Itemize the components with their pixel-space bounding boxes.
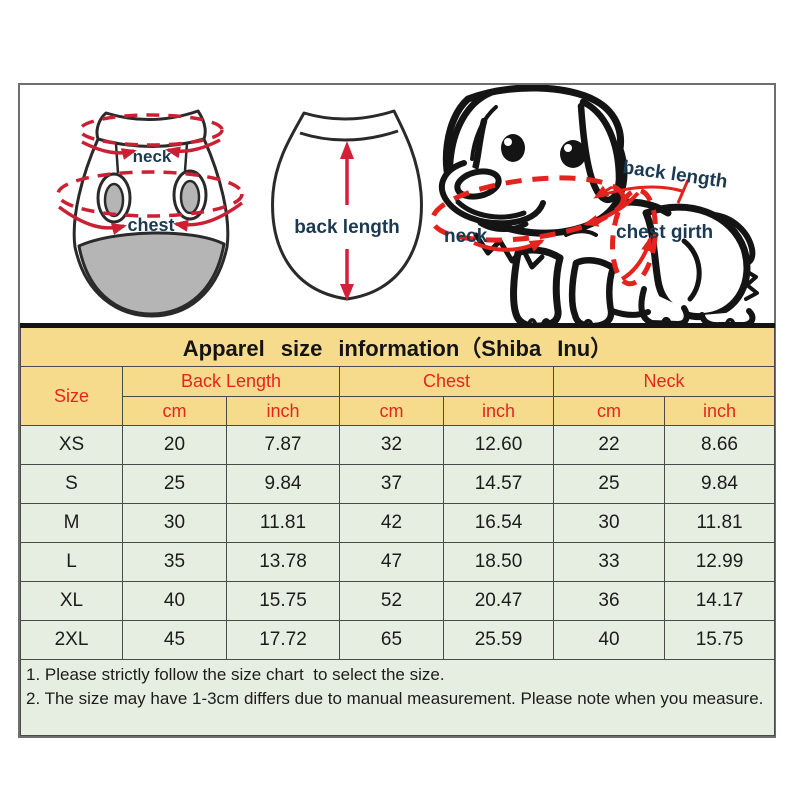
vest-front-measure-arrows	[56, 113, 244, 235]
value-cell: 11.81	[226, 503, 340, 543]
vest-front-outline	[72, 109, 230, 318]
size-cell: 2XL	[20, 620, 123, 660]
value-cell: 20.47	[443, 581, 554, 621]
value-cell: 14.17	[663, 581, 776, 621]
value-cell: 32	[339, 425, 444, 465]
value-cell: 11.81	[663, 503, 776, 543]
table-notes-row: 1. Please strictly follow the size chart…	[19, 659, 776, 736]
table-title: Apparel size information（Shiba Inu）	[19, 325, 776, 367]
note-2: 2. The size may have 1-3cm differs due t…	[26, 689, 764, 708]
unit-header: inch	[663, 396, 776, 426]
value-cell: 9.84	[663, 464, 776, 504]
unit-header: cm	[122, 396, 227, 426]
unit-header: inch	[443, 396, 554, 426]
value-cell: 35	[122, 542, 227, 582]
value-cell: 15.75	[226, 581, 340, 621]
vest-neck-label: neck	[133, 147, 172, 166]
table-group-header-row: Size Back Length Chest Neck	[20, 366, 776, 426]
unit-header: cm	[553, 396, 665, 426]
table-title-row: Apparel size information（Shiba Inu）	[19, 325, 776, 367]
value-cell: 22	[553, 425, 665, 465]
unit-header: inch	[226, 396, 340, 426]
col-header-size: Size	[20, 366, 123, 426]
size-cell: XL	[20, 581, 123, 621]
value-cell: 9.84	[226, 464, 340, 504]
value-cell: 12.99	[663, 542, 776, 582]
dog-chest-girth-label: chest girth	[616, 222, 713, 243]
vest-back-length-label: back length	[294, 217, 400, 238]
value-cell: 16.54	[443, 503, 554, 543]
value-cell: 13.78	[226, 542, 340, 582]
value-cell: 8.66	[663, 425, 776, 465]
value-cell: 30	[553, 503, 665, 543]
col-group-back-length: Back Length	[122, 366, 340, 397]
value-cell: 40	[553, 620, 665, 660]
value-cell: 25.59	[443, 620, 554, 660]
note-1: 1. Please strictly follow the size chart…	[26, 665, 445, 684]
vest-front-diagram: neck chest	[56, 109, 244, 318]
value-cell: 47	[339, 542, 444, 582]
value-cell: 45	[122, 620, 227, 660]
value-cell: 12.60	[443, 425, 554, 465]
size-cell: XS	[20, 425, 123, 465]
dog-outline	[438, 85, 759, 325]
dog-diagram: neck back length chest girth	[430, 85, 759, 325]
table-row: L 35 13.78 47 18.50 33 12.99	[20, 542, 776, 582]
notes-cell: 1. Please strictly follow the size chart…	[19, 659, 776, 736]
table-row: XL 40 15.75 52 20.47 36 14.17	[20, 581, 776, 621]
value-cell: 36	[553, 581, 665, 621]
size-cell: M	[20, 503, 123, 543]
value-cell: 14.57	[443, 464, 554, 504]
value-cell: 40	[122, 581, 227, 621]
size-table: Apparel size information（Shiba Inu） Size…	[19, 323, 776, 736]
value-cell: 33	[553, 542, 665, 582]
table-row: M 30 11.81 42 16.54 30 11.81	[20, 503, 776, 543]
value-cell: 15.75	[663, 620, 776, 660]
dog-measure-arrows	[430, 175, 690, 287]
value-cell: 17.72	[226, 620, 340, 660]
unit-header: cm	[339, 396, 444, 426]
table-row: XS 20 7.87 32 12.60 22 8.66	[20, 425, 776, 465]
size-chart-panel: neck chest back length	[18, 83, 776, 738]
table-row: S 25 9.84 37 14.57 25 9.84	[20, 464, 776, 504]
value-cell: 37	[339, 464, 444, 504]
back-length-arrow	[340, 141, 354, 301]
table-row: 2XL 45 17.72 65 25.59 40 15.75	[20, 620, 776, 660]
value-cell: 18.50	[443, 542, 554, 582]
col-group-neck: Neck	[552, 366, 776, 397]
value-cell: 20	[122, 425, 227, 465]
value-cell: 25	[122, 464, 227, 504]
value-cell: 30	[122, 503, 227, 543]
col-group-chest: Chest	[339, 366, 554, 397]
vest-chest-label: chest	[127, 215, 174, 235]
value-cell: 7.87	[226, 425, 340, 465]
table-unit-header-row: cm inch cm inch cm inch	[21, 396, 776, 426]
dog-neck-label: neck	[444, 226, 488, 247]
vest-back-diagram: back length	[271, 109, 423, 301]
value-cell: 42	[339, 503, 444, 543]
size-cell: S	[20, 464, 123, 504]
measurement-diagrams: neck chest back length	[20, 85, 774, 325]
value-cell: 25	[553, 464, 665, 504]
value-cell: 52	[339, 581, 444, 621]
value-cell: 65	[339, 620, 444, 660]
size-cell: L	[20, 542, 123, 582]
